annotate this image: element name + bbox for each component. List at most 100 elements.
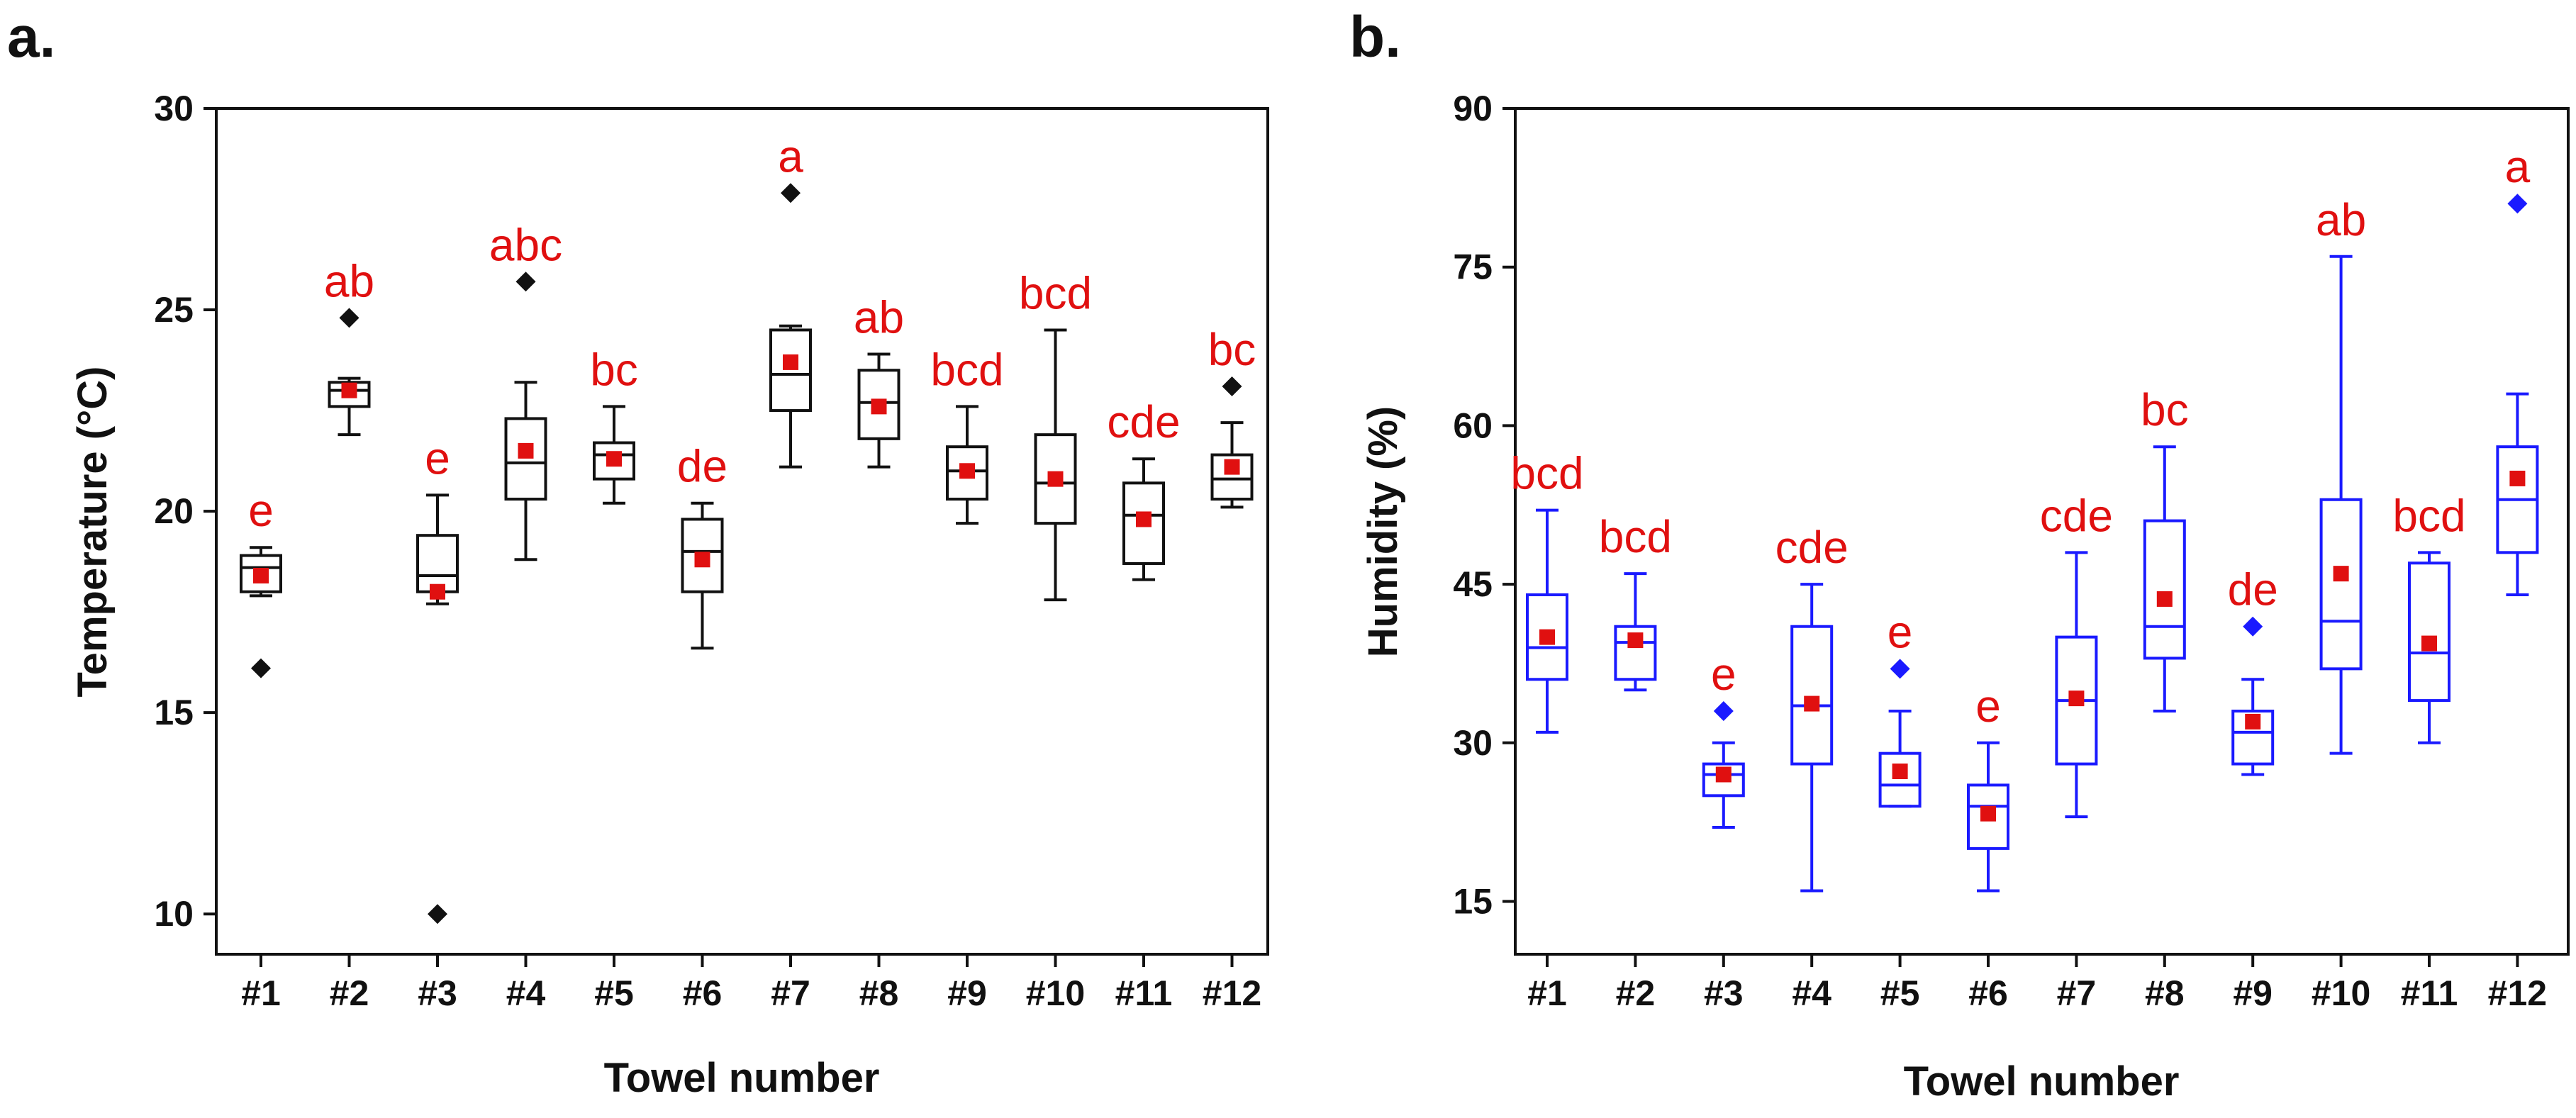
hum-y-tick-label: 30 (1453, 723, 1493, 763)
hum-significance-letter: a (2505, 141, 2531, 192)
temp-iqr-box (240, 554, 282, 593)
panel-b-x-axis-title: Towel number (1904, 1058, 2180, 1105)
hum-box-towel-8: bc (2141, 384, 2189, 713)
hum-x-tick-label: #10 (2312, 973, 2370, 1013)
hum-box-towel-1: bcd (1510, 448, 1584, 734)
hum-box-towel-5: e (1878, 606, 1922, 808)
temp-box-towel-11: cde (1107, 396, 1181, 581)
hum-mean-marker (1980, 805, 1996, 822)
temp-significance-letter: a (778, 130, 803, 181)
hum-iqr-box (2319, 498, 2363, 671)
hum-box-towel-12: a (2496, 141, 2539, 596)
temp-iqr-box (1034, 433, 1077, 525)
temp-y-tick-label: 25 (154, 290, 194, 330)
hum-significance-letter: e (1888, 606, 1913, 657)
temp-box-towel-6: de (677, 441, 727, 650)
temp-box-towel-3: e (416, 432, 459, 924)
hum-x-tick-label: #8 (2145, 973, 2185, 1013)
temp-box-towel-7: a (769, 130, 812, 469)
hum-iqr-box (1526, 593, 1568, 681)
temp-significance-letter: bc (1208, 324, 1256, 375)
hum-mean-marker (2156, 591, 2173, 607)
panel-b-plot-frame (1514, 107, 2570, 956)
hum-x-tick-label: #7 (2057, 973, 2097, 1013)
hum-significance-letter: bcd (2392, 490, 2465, 541)
temp-significance-letter: ab (854, 292, 904, 343)
hum-x-tick-label: #6 (1968, 973, 2008, 1013)
hum-mean-marker (1627, 632, 1644, 649)
temp-significance-letter: abc (489, 219, 562, 270)
temp-iqr-box (593, 441, 635, 481)
hum-outlier-point (2243, 616, 2263, 637)
hum-mean-marker (1715, 766, 1732, 783)
hum-mean-marker (1804, 695, 1820, 712)
temp-mean-marker (606, 451, 622, 467)
hum-x-tick-label: #9 (2233, 973, 2273, 1013)
hum-box-towel-7: cde (2040, 490, 2113, 819)
temp-outlier-point (251, 658, 271, 678)
temp-mean-marker (694, 552, 710, 568)
hum-box-towel-11: bcd (2392, 490, 2466, 744)
hum-significance-letter: e (1975, 681, 2001, 732)
temp-iqr-box (328, 381, 371, 408)
panel-a-y-axis: 10 15 20 25 30 (154, 89, 216, 934)
hum-x-tick-label: #2 (1616, 973, 1656, 1013)
temp-outlier-point (428, 904, 447, 924)
temp-y-tick-label: 20 (154, 491, 194, 531)
hum-x-tick-label: #3 (1704, 973, 1744, 1013)
hum-outlier-point (1890, 659, 1910, 679)
hum-box-towel-3: e (1702, 649, 1745, 829)
temp-x-tick-label: #12 (1203, 973, 1261, 1013)
panel-a-y-axis-title: Temperature (°C) (69, 367, 116, 698)
hum-outlier-point (1713, 701, 1734, 722)
hum-x-tick-label: #1 (1527, 973, 1567, 1013)
temp-outlier-point (339, 308, 359, 328)
hum-box-towel-10: ab (2316, 194, 2366, 755)
hum-mean-marker (2245, 713, 2261, 730)
hum-iqr-box (1702, 762, 1745, 798)
temp-box-towel-5: bc (590, 344, 638, 505)
hum-significance-letter: ab (2316, 194, 2366, 245)
panel-b-y-axis-title: Humidity (%) (1360, 406, 1406, 657)
hum-x-tick-label: #5 (1880, 973, 1920, 1013)
temp-iqr-box (1210, 453, 1254, 501)
hum-mean-marker (2068, 691, 2085, 707)
hum-mean-marker (2509, 470, 2526, 486)
temp-box-towel-10: bcd (1019, 267, 1092, 602)
hum-box-towel-4: cde (1775, 522, 1849, 893)
temp-iqr-box (416, 534, 459, 593)
temp-mean-marker (783, 354, 798, 370)
panel-a-x-axis-title: Towel number (604, 1055, 880, 1101)
temp-significance-letter: e (425, 432, 450, 483)
temp-significance-letter: de (677, 441, 727, 492)
temp-x-tick-label: #7 (771, 973, 810, 1013)
temp-x-tick-label: #8 (859, 973, 899, 1013)
temp-x-tick-label: #2 (330, 973, 369, 1013)
temp-box-towel-9: bcd (930, 344, 1004, 525)
temp-mean-marker (1224, 459, 1240, 475)
hum-y-tick-label: 60 (1453, 406, 1493, 445)
hum-mean-marker (1539, 629, 1555, 645)
temp-box-towel-4: abc (489, 219, 562, 561)
temp-x-tick-label: #6 (683, 973, 723, 1013)
hum-iqr-box (1790, 625, 1834, 766)
hum-iqr-box (1614, 625, 1657, 681)
hum-significance-letter: bc (2141, 384, 2189, 435)
hum-significance-letter: bcd (1599, 511, 1672, 562)
hum-iqr-box (2408, 561, 2450, 703)
temp-x-tick-label: #3 (418, 973, 457, 1013)
temp-mean-marker (959, 463, 975, 479)
temp-box-towel-8: ab (854, 292, 904, 469)
panel-b-x-axis: #1 #2 #3 #4 #5 #6 #7 #8 #9 #10 #11 #12 (1527, 954, 2547, 1013)
temp-mean-marker (430, 583, 445, 600)
temp-iqr-box (1122, 481, 1165, 565)
hum-significance-letter: cde (2040, 490, 2113, 541)
panel-a-letter: a. (7, 5, 55, 69)
temp-iqr-box (946, 445, 988, 501)
panel-b-letter: b. (1349, 5, 1401, 69)
temp-x-tick-label: #1 (241, 973, 281, 1013)
